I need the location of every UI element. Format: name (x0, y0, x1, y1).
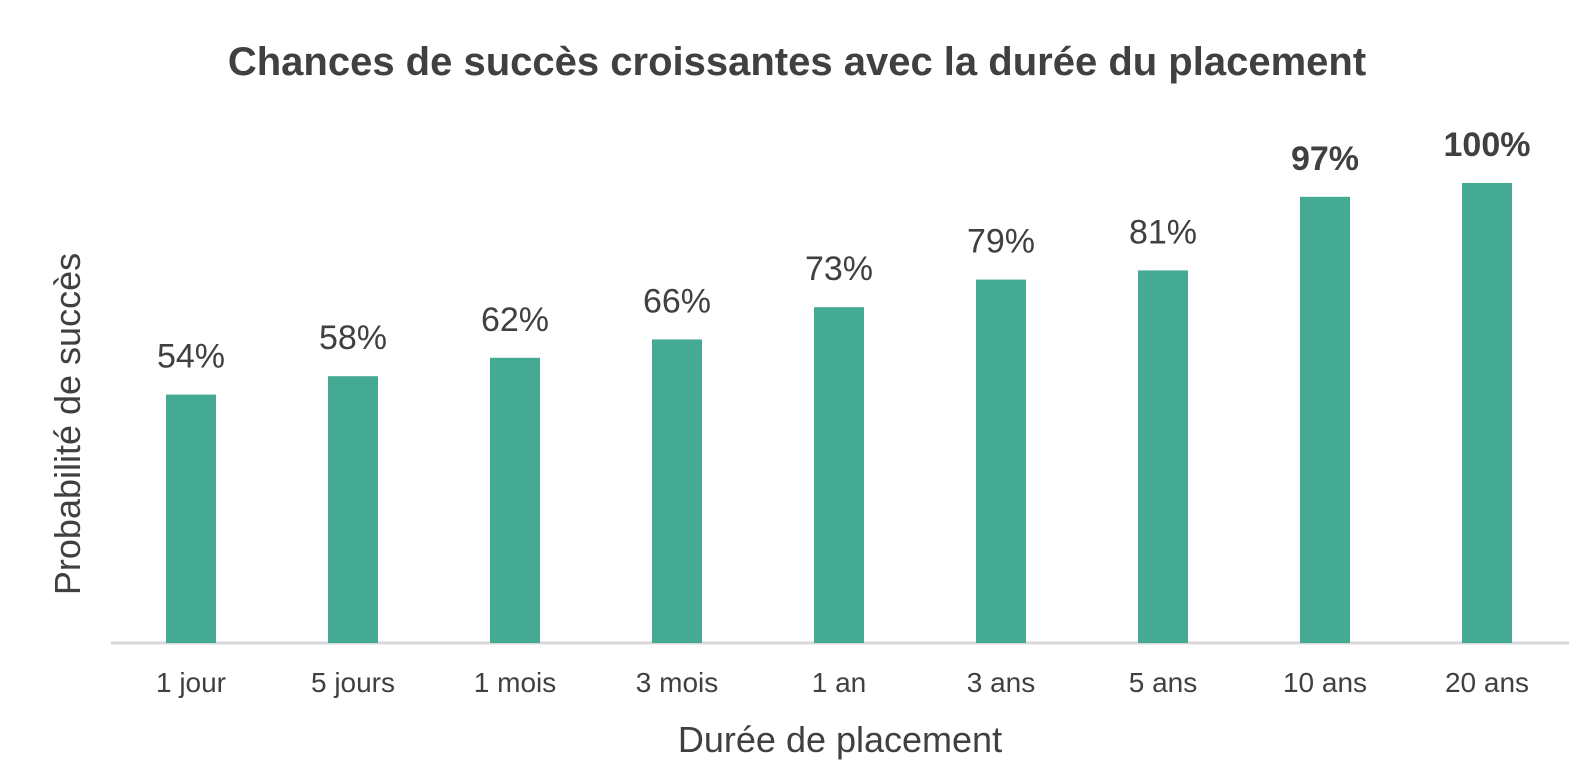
bar-8 (1462, 183, 1512, 643)
bar-3 (652, 339, 702, 643)
bar-4 (814, 307, 864, 643)
x-tick-labels-group: 1 jour 5 jours 1 mois 3 mois 1 an 3 ans 5 ans 1… (156, 667, 1529, 698)
data-label-8: 100% (1444, 126, 1531, 164)
bar-0 (166, 394, 216, 643)
data-label-1: 58% (319, 319, 387, 357)
data-labels-group: 54% 58% 62% 66% 73% 79% 81% 97% 100% (157, 126, 1531, 376)
data-label-7: 97% (1291, 140, 1359, 178)
x-tick-label-8: 20 ans (1445, 667, 1529, 698)
bar-1 (328, 376, 378, 643)
data-label-5: 79% (967, 223, 1035, 261)
bar-7 (1300, 196, 1350, 644)
x-tick-label-5: 3 ans (967, 667, 1036, 698)
x-tick-label-0: 1 jour (156, 667, 226, 698)
chart-title: Chances de succès croissantes avec la du… (228, 40, 1366, 84)
x-tick-label-7: 10 ans (1283, 667, 1367, 698)
bar-5 (976, 279, 1026, 643)
x-axis-title: Durée de placement (678, 719, 1002, 760)
data-label-3: 66% (643, 282, 711, 320)
data-label-6: 81% (1129, 213, 1197, 251)
x-tick-label-4: 1 an (812, 667, 867, 698)
data-label-2: 62% (481, 301, 549, 339)
x-tick-label-3: 3 mois (636, 667, 718, 698)
bar-2 (490, 357, 540, 643)
data-label-0: 54% (157, 338, 225, 376)
y-axis-title: Probabilité de succès (47, 253, 88, 595)
x-tick-label-2: 1 mois (474, 667, 556, 698)
bar-6 (1138, 270, 1188, 643)
x-tick-label-1: 5 jours (311, 667, 395, 698)
data-label-4: 73% (805, 250, 873, 288)
bars-group (166, 183, 1512, 644)
x-tick-label-6: 5 ans (1129, 667, 1198, 698)
